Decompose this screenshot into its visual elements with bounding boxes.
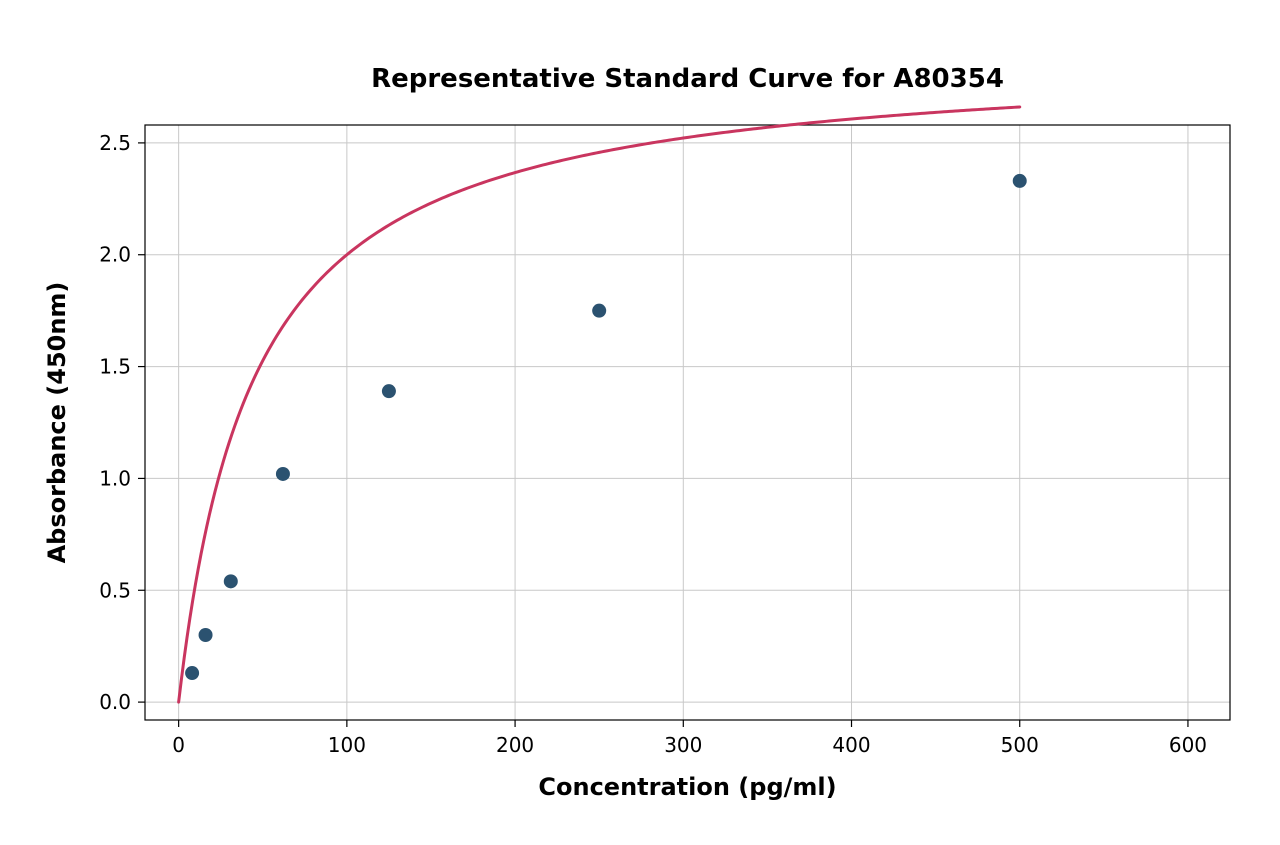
y-tick-label: 0.0 bbox=[99, 690, 131, 714]
data-point bbox=[382, 384, 396, 398]
axes bbox=[138, 125, 1230, 727]
data-points bbox=[185, 174, 1027, 680]
data-point bbox=[199, 628, 213, 642]
tick-labels: 0 100 200 300 400 500 600 0.0 0.5 1.0 1.5 2.0 2.5 bbox=[99, 131, 1207, 757]
x-tick-label: 0 bbox=[172, 733, 185, 757]
fit-curve bbox=[179, 107, 1020, 702]
x-tick-label: 200 bbox=[496, 733, 534, 757]
y-tick-label: 2.0 bbox=[99, 243, 131, 267]
data-point bbox=[592, 304, 606, 318]
x-tick-label: 300 bbox=[664, 733, 702, 757]
data-point bbox=[224, 574, 238, 588]
x-tick-label: 400 bbox=[832, 733, 870, 757]
grid bbox=[145, 125, 1230, 720]
y-axis-label: Absorbance (450nm) bbox=[43, 282, 71, 564]
chart-title: Representative Standard Curve for A80354 bbox=[371, 64, 1004, 94]
x-tick-label: 100 bbox=[328, 733, 366, 757]
x-tick-label: 500 bbox=[1001, 733, 1039, 757]
y-tick-label: 1.0 bbox=[99, 466, 131, 490]
standard-curve-chart: 0 100 200 300 400 500 600 0.0 0.5 1.0 1.5 2.0 2.5 Re… bbox=[0, 0, 1280, 845]
data-point bbox=[276, 467, 290, 481]
y-tick-label: 0.5 bbox=[99, 578, 131, 602]
x-axis-label: Concentration (pg/ml) bbox=[538, 773, 836, 801]
data-point bbox=[1013, 174, 1027, 188]
chart-container: 0 100 200 300 400 500 600 0.0 0.5 1.0 1.5 2.0 2.5 Re… bbox=[0, 0, 1280, 845]
data-point bbox=[185, 666, 199, 680]
y-tick-label: 1.5 bbox=[99, 355, 131, 379]
x-tick-label: 600 bbox=[1169, 733, 1207, 757]
y-tick-label: 2.5 bbox=[99, 131, 131, 155]
